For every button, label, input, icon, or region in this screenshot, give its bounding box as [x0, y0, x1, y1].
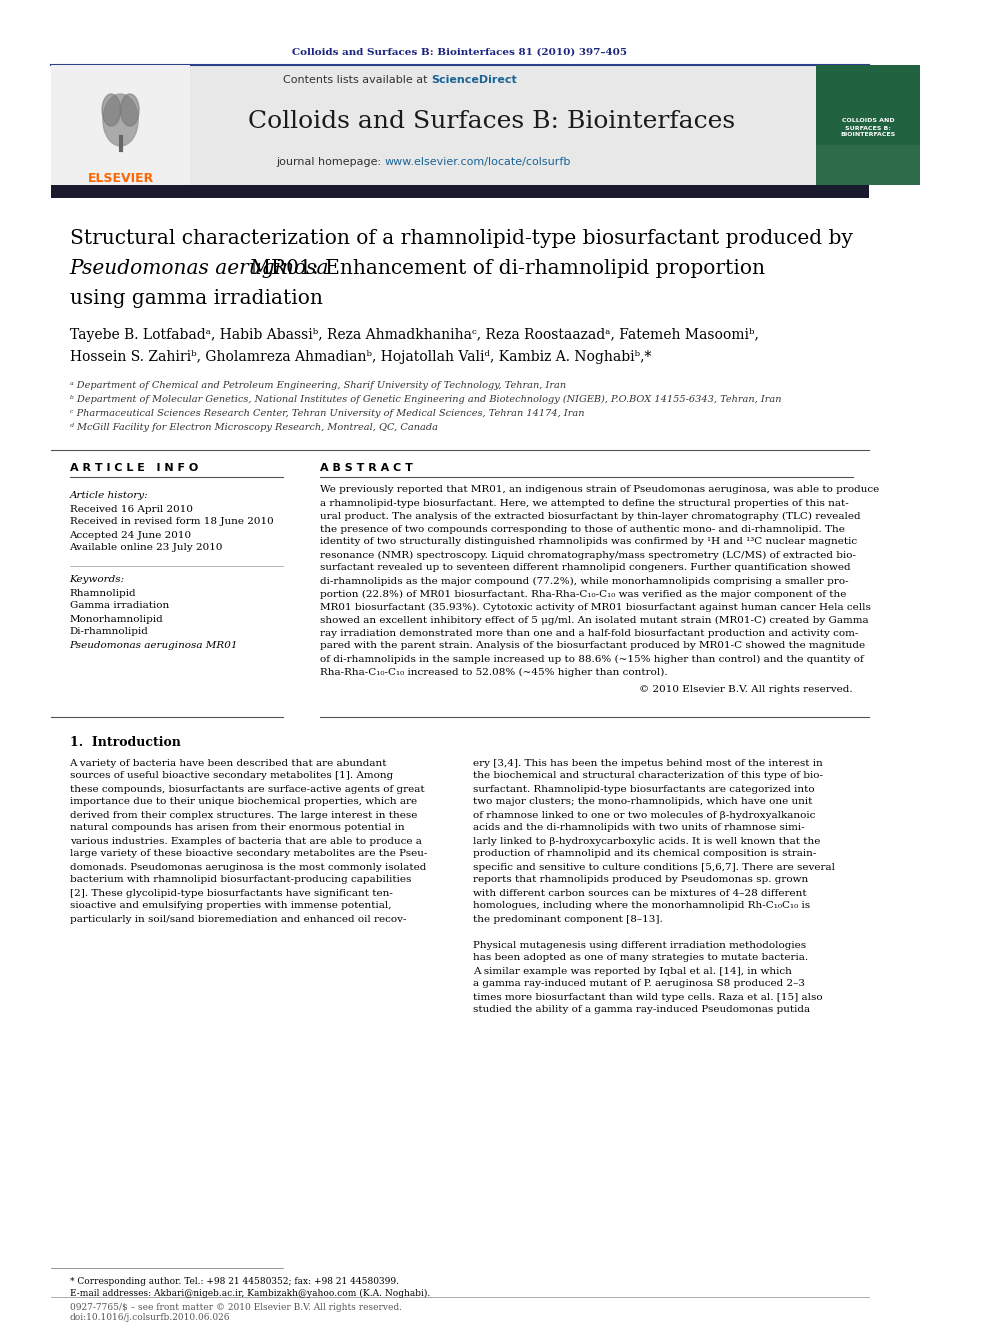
- Text: various industries. Examples of bacteria that are able to produce a: various industries. Examples of bacteria…: [69, 836, 422, 845]
- Text: ural product. The analysis of the extracted biosurfactant by thin-layer chromato: ural product. The analysis of the extrac…: [319, 512, 860, 520]
- Text: Gamma irradiation: Gamma irradiation: [69, 602, 169, 610]
- Text: Tayebe B. Lotfabadᵃ, Habib Abassiᵇ, Reza Ahmadkhanihaᶜ, Reza Roostaazadᵃ, Fateme: Tayebe B. Lotfabadᵃ, Habib Abassiᵇ, Reza…: [69, 328, 759, 343]
- Text: large variety of these bioactive secondary metabolites are the Pseu-: large variety of these bioactive seconda…: [69, 849, 427, 859]
- Text: using gamma irradiation: using gamma irradiation: [69, 288, 322, 307]
- Text: times more biosurfactant than wild type cells. Raza et al. [15] also: times more biosurfactant than wild type …: [473, 992, 822, 1002]
- Text: Monorhamnolipid: Monorhamnolipid: [69, 614, 164, 623]
- Text: ᵈ McGill Facility for Electron Microscopy Research, Montreal, QC, Canada: ᵈ McGill Facility for Electron Microscop…: [69, 422, 437, 431]
- Text: Pseudomonas aeruginosa: Pseudomonas aeruginosa: [69, 258, 329, 278]
- Text: sources of useful bioactive secondary metabolites [1]. Among: sources of useful bioactive secondary me…: [69, 771, 393, 781]
- Text: studied the ability of a gamma ray-induced Pseudomonas putida: studied the ability of a gamma ray-induc…: [473, 1005, 810, 1015]
- Text: two major clusters; the mono-rhamnolipids, which have one unit: two major clusters; the mono-rhamnolipid…: [473, 798, 812, 807]
- FancyBboxPatch shape: [51, 185, 869, 198]
- Text: these compounds, biosurfactants are surface-active agents of great: these compounds, biosurfactants are surf…: [69, 785, 425, 794]
- Text: Rha-Rha-C₁₀-C₁₀ increased to 52.08% (~45% higher than control).: Rha-Rha-C₁₀-C₁₀ increased to 52.08% (~45…: [319, 667, 668, 676]
- Text: particularly in soil/sand bioremediation and enhanced oil recov-: particularly in soil/sand bioremediation…: [69, 914, 406, 923]
- Text: Di-rhamnolipid: Di-rhamnolipid: [69, 627, 149, 636]
- Text: 1.  Introduction: 1. Introduction: [69, 737, 181, 750]
- Text: ery [3,4]. This has been the impetus behind most of the interest in: ery [3,4]. This has been the impetus beh…: [473, 758, 822, 767]
- Text: of di-rhamnolipids in the sample increased up to 88.6% (~15% higher than control: of di-rhamnolipids in the sample increas…: [319, 655, 864, 664]
- Text: derived from their complex structures. The large interest in these: derived from their complex structures. T…: [69, 811, 417, 819]
- Text: Available online 23 July 2010: Available online 23 July 2010: [69, 544, 223, 553]
- Text: ᶜ Pharmaceutical Sciences Research Center, Tehran University of Medical Sciences: ᶜ Pharmaceutical Sciences Research Cente…: [69, 409, 584, 418]
- Text: We previously reported that MR01, an indigenous strain of Pseudomonas aeruginosa: We previously reported that MR01, an ind…: [319, 486, 879, 495]
- Text: a rhamnolipid-type biosurfactant. Here, we attempted to define the structural pr: a rhamnolipid-type biosurfactant. Here, …: [319, 499, 848, 508]
- Text: natural compounds has arisen from their enormous potential in: natural compounds has arisen from their …: [69, 823, 404, 832]
- Text: portion (22.8%) of MR01 biosurfactant. Rha-Rha-C₁₀-C₁₀ was verified as the major: portion (22.8%) of MR01 biosurfactant. R…: [319, 590, 846, 598]
- Text: ᵇ Department of Molecular Genetics, National Institutes of Genetic Engineering a: ᵇ Department of Molecular Genetics, Nati…: [69, 394, 781, 404]
- Text: [2]. These glycolipid-type biosurfactants have significant ten-: [2]. These glycolipid-type biosurfactant…: [69, 889, 393, 897]
- Text: Physical mutagenesis using different irradiation methodologies: Physical mutagenesis using different irr…: [473, 941, 806, 950]
- Text: showed an excellent inhibitory effect of 5 μg/ml. An isolated mutant strain (MR0: showed an excellent inhibitory effect of…: [319, 615, 869, 624]
- Text: www.elsevier.com/locate/colsurfb: www.elsevier.com/locate/colsurfb: [385, 157, 571, 167]
- Text: A B S T R A C T: A B S T R A C T: [319, 463, 413, 474]
- Text: Pseudomonas aeruginosa MR01: Pseudomonas aeruginosa MR01: [69, 640, 238, 650]
- Text: bacterium with rhamnolipid biosurfactant-producing capabilities: bacterium with rhamnolipid biosurfactant…: [69, 876, 411, 885]
- Text: ᵃ Department of Chemical and Petroleum Engineering, Sharif University of Technol: ᵃ Department of Chemical and Petroleum E…: [69, 381, 565, 389]
- Text: larly linked to β-hydroxycarboxylic acids. It is well known that the: larly linked to β-hydroxycarboxylic acid…: [473, 836, 820, 845]
- Text: importance due to their unique biochemical properties, which are: importance due to their unique biochemic…: [69, 798, 417, 807]
- Text: surfactant. Rhamnolipid-type biosurfactants are categorized into: surfactant. Rhamnolipid-type biosurfacta…: [473, 785, 814, 794]
- Ellipse shape: [121, 94, 139, 126]
- Text: reports that rhamnolipids produced by Pseudomonas sp. grown: reports that rhamnolipids produced by Ps…: [473, 876, 808, 885]
- Text: resonance (NMR) spectroscopy. Liquid chromatography/mass spectrometry (LC/MS) of: resonance (NMR) spectroscopy. Liquid chr…: [319, 550, 856, 560]
- Text: the biochemical and structural characterization of this type of bio-: the biochemical and structural character…: [473, 771, 823, 781]
- Text: production of rhamnolipid and its chemical composition is strain-: production of rhamnolipid and its chemic…: [473, 849, 816, 859]
- Text: E-mail addresses: Akbari@nigeb.ac.ir, Kambizakh@yahoo.com (K.A. Noghabi).: E-mail addresses: Akbari@nigeb.ac.ir, Ka…: [69, 1289, 430, 1298]
- Text: MR01 biosurfactant (35.93%). Cytotoxic activity of MR01 biosurfactant against hu: MR01 biosurfactant (35.93%). Cytotoxic a…: [319, 602, 871, 611]
- Text: ELSEVIER: ELSEVIER: [87, 172, 154, 184]
- Text: has been adopted as one of many strategies to mutate bacteria.: has been adopted as one of many strategi…: [473, 954, 808, 963]
- Text: Article history:: Article history:: [69, 491, 148, 500]
- Text: Received 16 April 2010: Received 16 April 2010: [69, 504, 192, 513]
- Text: with different carbon sources can be mixtures of 4–28 different: with different carbon sources can be mix…: [473, 889, 806, 897]
- Ellipse shape: [103, 94, 138, 146]
- Text: sioactive and emulsifying properties with immense potential,: sioactive and emulsifying properties wit…: [69, 901, 391, 910]
- Text: di-rhamnolipids as the major compound (77.2%), while monorhamnolipids comprising: di-rhamnolipids as the major compound (7…: [319, 577, 848, 586]
- Text: Structural characterization of a rhamnolipid-type biosurfactant produced by: Structural characterization of a rhamnol…: [69, 229, 852, 247]
- Text: acids and the di-rhamnolipids with two units of rhamnose simi-: acids and the di-rhamnolipids with two u…: [473, 823, 805, 832]
- Text: * Corresponding author. Tel.: +98 21 44580352; fax: +98 21 44580399.: * Corresponding author. Tel.: +98 21 445…: [69, 1277, 399, 1286]
- Text: domonads. Pseudomonas aeruginosa is the most commonly isolated: domonads. Pseudomonas aeruginosa is the …: [69, 863, 426, 872]
- Text: pared with the parent strain. Analysis of the biosurfactant produced by MR01-C s: pared with the parent strain. Analysis o…: [319, 642, 865, 651]
- Text: Received in revised form 18 June 2010: Received in revised form 18 June 2010: [69, 517, 273, 527]
- Text: Hossein S. Zahiriᵇ, Gholamreza Ahmadianᵇ, Hojatollah Valiᵈ, Kambiz A. Noghabiᵇ,*: Hossein S. Zahiriᵇ, Gholamreza Ahmadianᵇ…: [69, 351, 651, 364]
- FancyBboxPatch shape: [51, 65, 190, 185]
- Text: the predominant component [8–13].: the predominant component [8–13].: [473, 914, 663, 923]
- Text: of rhamnose linked to one or two molecules of β-hydroxyalkanoic: of rhamnose linked to one or two molecul…: [473, 811, 815, 819]
- Text: A R T I C L E   I N F O: A R T I C L E I N F O: [69, 463, 197, 474]
- Text: identity of two structurally distinguished rhamnolipids was confirmed by ¹H and : identity of two structurally distinguish…: [319, 537, 857, 546]
- Text: journal homepage:: journal homepage:: [276, 157, 385, 167]
- Text: Keywords:: Keywords:: [69, 576, 125, 585]
- Text: specific and sensitive to culture conditions [5,6,7]. There are several: specific and sensitive to culture condit…: [473, 863, 835, 872]
- Text: A variety of bacteria have been described that are abundant: A variety of bacteria have been describe…: [69, 758, 387, 767]
- Text: Rhamnolipid: Rhamnolipid: [69, 589, 136, 598]
- Text: Colloids and Surfaces B: Biointerfaces: Colloids and Surfaces B: Biointerfaces: [248, 111, 735, 134]
- Text: ScienceDirect: ScienceDirect: [432, 75, 517, 85]
- Text: MR01: Enhancement of di-rhamnolipid proportion: MR01: Enhancement of di-rhamnolipid prop…: [244, 258, 765, 278]
- Text: 0927-7765/$ – see front matter © 2010 Elsevier B.V. All rights reserved.: 0927-7765/$ – see front matter © 2010 El…: [69, 1303, 402, 1311]
- Text: COLLOIDS AND
SURFACES B:
BIOINTERFACES: COLLOIDS AND SURFACES B: BIOINTERFACES: [840, 119, 896, 138]
- FancyBboxPatch shape: [816, 65, 920, 146]
- Text: ray irradiation demonstrated more than one and a half-fold biosurfactant product: ray irradiation demonstrated more than o…: [319, 628, 858, 638]
- Text: homologues, including where the monorhamnolipid Rh-C₁₀C₁₀ is: homologues, including where the monorham…: [473, 901, 810, 910]
- Text: a gamma ray-induced mutant of P. aeruginosa S8 produced 2–3: a gamma ray-induced mutant of P. aerugin…: [473, 979, 805, 988]
- Text: Colloids and Surfaces B: Biointerfaces 81 (2010) 397–405: Colloids and Surfaces B: Biointerfaces 8…: [293, 48, 627, 57]
- Ellipse shape: [102, 94, 121, 126]
- FancyBboxPatch shape: [816, 65, 920, 185]
- Text: doi:10.1016/j.colsurfb.2010.06.026: doi:10.1016/j.colsurfb.2010.06.026: [69, 1312, 230, 1322]
- Text: the presence of two compounds corresponding to those of authentic mono- and di-r: the presence of two compounds correspond…: [319, 524, 845, 533]
- FancyBboxPatch shape: [51, 65, 869, 185]
- Text: Contents lists available at: Contents lists available at: [283, 75, 432, 85]
- Text: surfactant revealed up to seventeen different rhamnolipid congeners. Further qua: surfactant revealed up to seventeen diff…: [319, 564, 850, 573]
- Text: Accepted 24 June 2010: Accepted 24 June 2010: [69, 531, 191, 540]
- Text: A similar example was reported by Iqbal et al. [14], in which: A similar example was reported by Iqbal …: [473, 967, 792, 975]
- Text: © 2010 Elsevier B.V. All rights reserved.: © 2010 Elsevier B.V. All rights reserved…: [640, 684, 853, 693]
